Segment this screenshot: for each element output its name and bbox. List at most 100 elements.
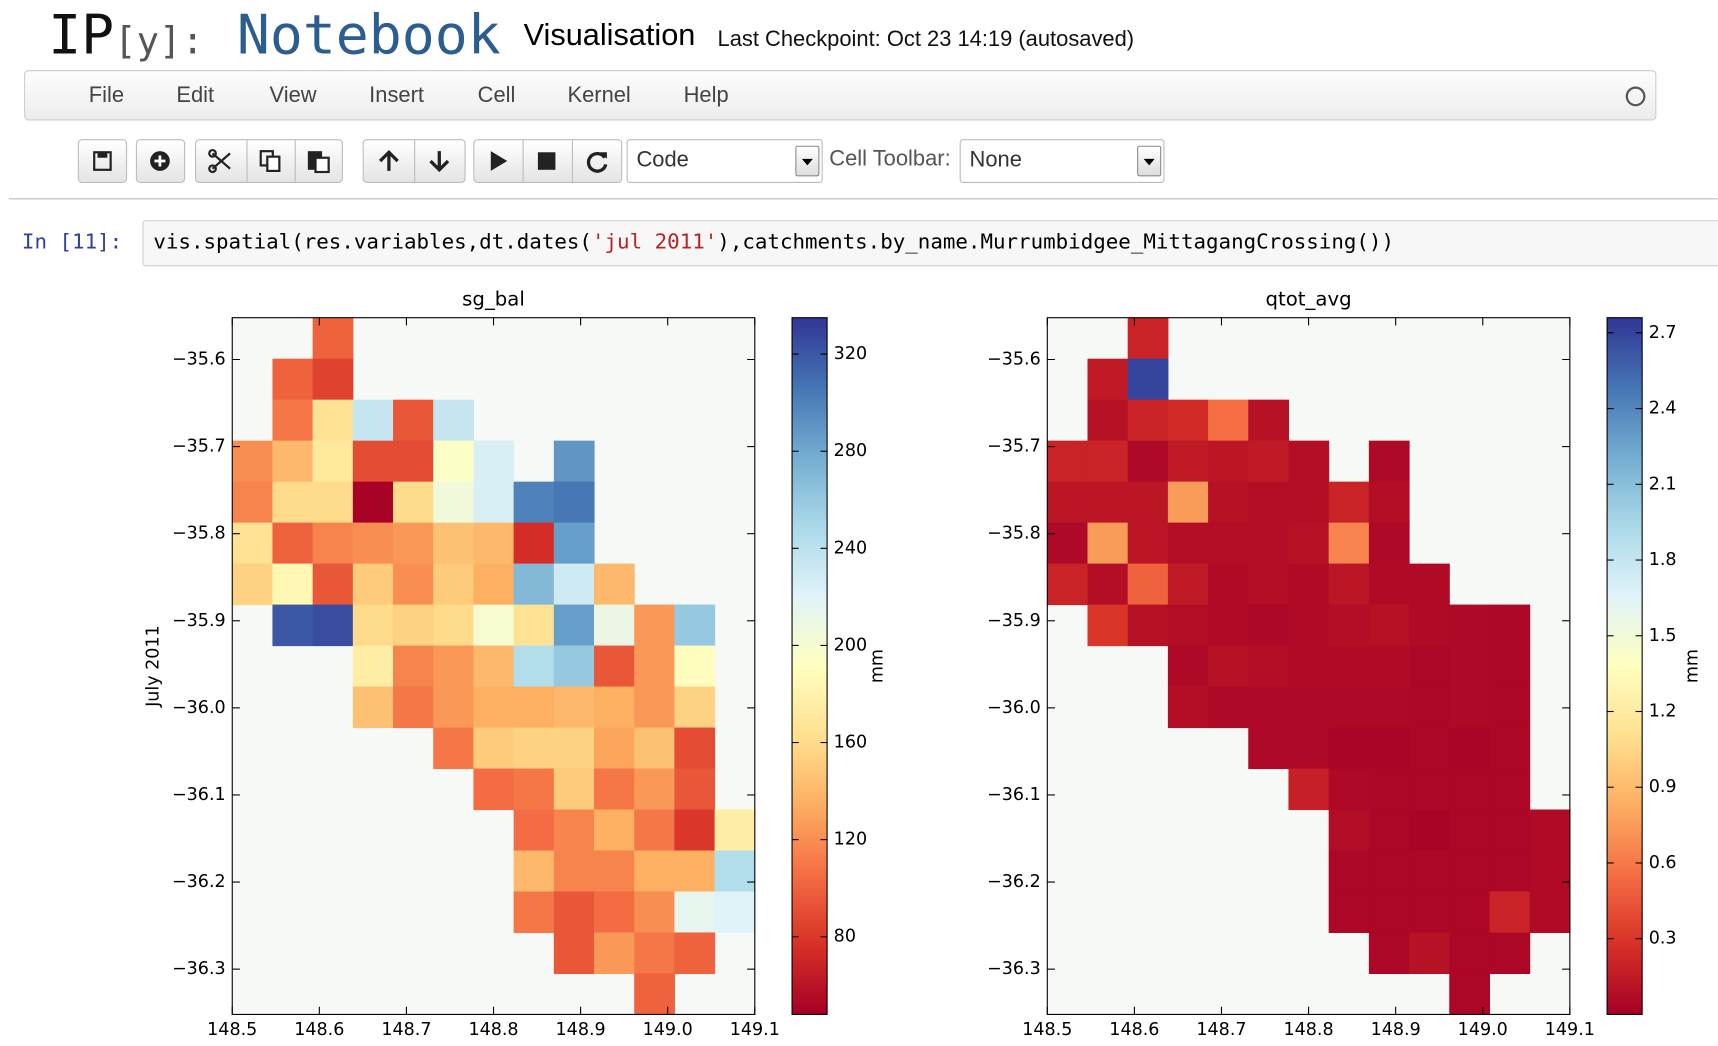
icon-shape [97,152,108,158]
heatmap-cell [1368,932,1410,974]
heatmap-cell [1167,563,1209,606]
icon-shape [490,151,508,171]
heatmap-cell [594,604,635,647]
cell-type-select[interactable]: Code [626,139,823,183]
heatmap-cell [1248,604,1290,647]
menu-item[interactable]: Kernel [567,83,631,108]
y-tick-label: −35.9 [987,611,1041,631]
heatmap-cell [1208,604,1249,647]
icon [378,149,399,171]
copy-button[interactable] [246,140,296,182]
heatmap-cell [513,563,555,606]
y-tick-label: −35.9 [172,611,226,631]
heatmap-cell [433,481,474,524]
icon-shape [600,152,607,159]
heatmap-cell [513,850,555,893]
stop-button[interactable] [523,140,573,182]
code-input[interactable] [142,220,1718,267]
output-figure: sg_bal 148.5 148.6 148.7 148.8 148.9 149.0 149.… [143,288,1702,1040]
heatmap-cell [1328,563,1370,606]
heatmap-cell [473,686,515,729]
y-tick-label: −36.1 [987,785,1041,805]
restart-button[interactable] [572,140,622,182]
heatmap-cell [513,645,555,688]
heatmap-cell [1208,399,1249,442]
cell-toolbar-value: None [969,147,1022,172]
menu-item[interactable]: Help [683,83,729,108]
x-tick-label: 149.0 [643,1020,693,1040]
menu-item[interactable]: File [88,83,125,108]
run-button[interactable] [474,140,524,182]
colorbar-tick-label: 80 [834,927,856,947]
icon-shape [208,164,217,174]
heatmap-cell [1167,440,1209,483]
heatmap-cell [1368,686,1410,729]
save-button[interactable] [77,139,128,183]
menu-item[interactable]: Insert [369,83,424,108]
heatmap-cell [553,891,595,934]
heatmap-cell [1087,563,1129,606]
x-tick-label: 149.1 [1545,1020,1595,1040]
colorbar-label: mm [867,649,887,683]
heatmap-cell [272,481,314,524]
heatmap-cell [393,604,434,647]
heatmap-cell [714,891,756,934]
heatmap-cell [513,604,555,647]
icon [307,151,330,174]
heatmap-cell [1489,727,1531,770]
heatmap-cell [1368,522,1410,565]
heatmap-cell [473,563,515,606]
heatmap-cell [1409,645,1450,688]
heatmap-cell [674,686,716,729]
heatmap-cell [312,604,354,647]
heatmap-cell [352,645,394,688]
heatmap-cell [634,686,675,729]
heatmap-cell [1368,891,1410,934]
logo[interactable]: IP[y]: Notebook [48,2,500,74]
move-down-button[interactable] [414,140,464,182]
insert-button[interactable] [135,139,186,183]
heatmap-cell [352,399,394,442]
heatmap-cell [594,727,635,770]
icon-shape [208,148,217,158]
icon [429,151,450,173]
heatmap-cell [1409,891,1450,934]
colorbar-tick-label: 280 [834,441,867,461]
menu-item[interactable]: View [269,83,317,108]
heatmap-cell [473,522,515,565]
heatmap-cell [1409,850,1450,893]
colorbar [1606,317,1643,1015]
heatmap-cell [1248,686,1290,729]
heatmap-cell [1489,891,1531,934]
icon-shape [314,156,330,174]
x-tick-label: 148.6 [1109,1020,1159,1040]
cut-button[interactable] [196,140,248,182]
icon [93,151,112,171]
code-token: vis.spatial(res.variables,dt.dates( [153,230,592,255]
heatmap-cell [272,440,314,483]
icon-shape [266,155,281,172]
x-tick-label: 149.1 [730,1020,780,1040]
paste-button[interactable] [295,140,343,182]
heatmap-cell [1127,440,1169,483]
icon-shape [378,149,399,171]
heatmap-cell [1368,440,1410,483]
cell-toolbar-select[interactable]: None [959,139,1165,183]
menu-item[interactable]: Cell [477,83,516,108]
y-axis-label: July 2011 [143,625,163,708]
menu-item[interactable]: Edit [176,83,215,108]
move-up-button[interactable] [364,140,416,182]
heatmap-cell [1328,686,1370,729]
heatmap-cell [1409,727,1450,770]
notebook-name[interactable]: Visualisation [523,17,696,52]
heatmap-cell [1328,604,1370,647]
heatmap-cell [1328,809,1370,852]
heatmap-cell [393,686,434,729]
heatmap-cell [433,563,474,606]
heatmap-cell [393,522,434,565]
heatmap-cell [1409,563,1450,606]
heatmap-cell [1368,604,1410,647]
x-tick-label: 148.9 [1371,1020,1421,1040]
heatmap-cell [1489,768,1531,811]
heatmap-cell [433,686,474,729]
